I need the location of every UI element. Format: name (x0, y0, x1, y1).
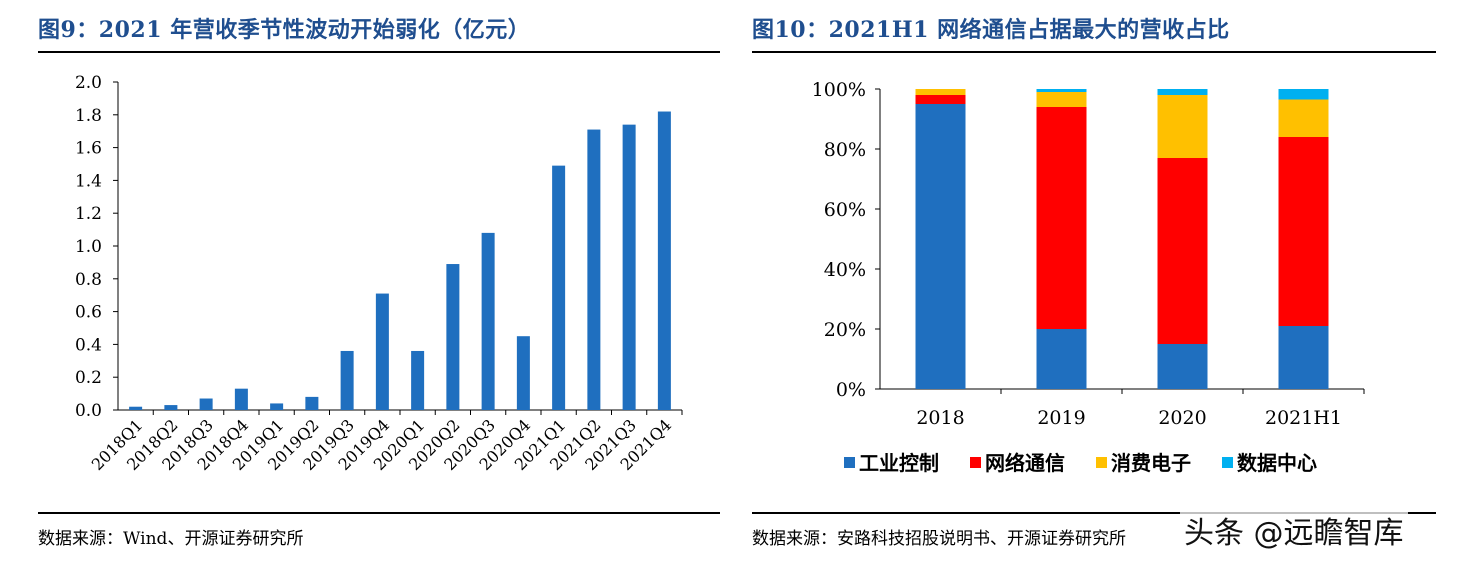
right-source-rule (752, 512, 1436, 514)
bar-2018Q2 (164, 405, 178, 410)
bar-segment-2021H1-工业控制 (1278, 326, 1329, 389)
x-tick-label: 2018 (916, 407, 964, 429)
bar-2021Q1 (552, 165, 566, 410)
bar-2018Q1 (129, 406, 143, 410)
bar-segment-2019-网络通信 (1036, 107, 1087, 329)
bar-2018Q3 (199, 398, 213, 410)
bar-2020Q4 (516, 336, 530, 410)
bar-2020Q1 (411, 350, 425, 410)
bar-segment-2019-数据中心 (1036, 89, 1087, 92)
y-tick-label: 2.0 (75, 73, 102, 93)
bar-segment-2020-工业控制 (1157, 344, 1208, 389)
bar-2019Q3 (340, 350, 354, 410)
left-source-rule (38, 512, 720, 514)
legend-swatch-网络通信 (970, 457, 981, 468)
bar-2021Q3 (622, 124, 636, 410)
right-title-rule (752, 51, 1436, 53)
x-tick-label: 2019 (1037, 407, 1085, 429)
x-tick-label: 2021H1 (1265, 407, 1342, 429)
y-tick-label: 0.6 (75, 303, 102, 323)
legend-label-工业控制: 工业控制 (859, 451, 939, 475)
x-tick-label: 2020 (1158, 407, 1206, 429)
bar-segment-2019-消费电子 (1036, 92, 1087, 107)
quarterly-revenue-bar-chart: 0.00.20.40.60.81.01.21.41.61.82.02018Q12… (75, 73, 683, 474)
bar-segment-2020-网络通信 (1157, 158, 1208, 344)
bar-2019Q2 (305, 396, 319, 410)
y-tick-label: 1.8 (75, 106, 102, 126)
y-tick-label: 80% (824, 139, 866, 161)
legend-swatch-数据中心 (1222, 457, 1233, 468)
left-title-rule (38, 51, 720, 53)
bar-2019Q1 (270, 403, 284, 410)
left-source-note: 数据来源：Wind、开源证券研究所 (38, 529, 304, 549)
legend-label-网络通信: 网络通信 (985, 451, 1065, 475)
bar-segment-2021H1-消费电子 (1278, 99, 1329, 137)
bar-2021Q2 (587, 129, 601, 410)
revenue-share-stacked-chart: 0% 20% 40% 60% 80% 100% 2018 2019 2020 2021H1 工业控制… (812, 79, 1365, 475)
y-tick-label: 0.0 (75, 401, 102, 421)
watermark-text: 头条 @远瞻智库 (1180, 508, 1408, 552)
bar-2019Q4 (375, 293, 389, 410)
right-figure-panel: 图10：2021H1 网络通信占据最大的营收占比 0% 20% 40% 60% 80% 1… (752, 0, 1436, 564)
bar-2020Q3 (481, 232, 495, 410)
bar-segment-2019-工业控制 (1036, 329, 1087, 389)
legend-label-消费电子: 消费电子 (1111, 451, 1191, 475)
legend-swatch-消费电子 (1096, 457, 1107, 468)
y-tick-label: 0.2 (75, 368, 102, 388)
y-tick-label: 1.6 (75, 139, 102, 159)
y-tick-label: 1.4 (75, 171, 102, 191)
left-figure-title: 图9：2021 年营收季节性波动开始弱化（亿元） (38, 17, 531, 43)
bar-segment-2021H1-数据中心 (1278, 89, 1329, 100)
y-tick-label: 0.8 (75, 270, 102, 290)
y-tick-label: 0% (836, 379, 866, 401)
bar-segment-2018-工业控制 (915, 104, 966, 389)
y-tick-label: 60% (824, 199, 866, 221)
bar-segment-2021H1-网络通信 (1278, 137, 1329, 326)
right-figure-title: 图10：2021H1 网络通信占据最大的营收占比 (752, 17, 1230, 43)
bar-segment-2018-网络通信 (915, 95, 966, 104)
y-tick-label: 1.2 (75, 204, 102, 224)
y-tick-label: 20% (824, 319, 866, 341)
bar-2020Q2 (446, 264, 460, 410)
y-tick-label: 100% (812, 79, 866, 101)
legend-label-数据中心: 数据中心 (1237, 451, 1317, 475)
legend-swatch-工业控制 (844, 457, 855, 468)
bar-2021Q4 (657, 111, 671, 410)
bar-segment-2020-消费电子 (1157, 95, 1208, 158)
bar-segment-2020-数据中心 (1157, 89, 1208, 95)
bar-segment-2018-消费电子 (915, 89, 966, 95)
y-tick-label: 40% (824, 259, 866, 281)
left-figure-panel: 图9：2021 年营收季节性波动开始弱化（亿元） 0.0 0.2 0.4 0.6 0.8… (38, 0, 720, 564)
bar-2018Q4 (234, 388, 248, 410)
y-tick-label: 1.0 (75, 237, 102, 257)
y-tick-label: 0.4 (75, 335, 102, 355)
right-source-note: 数据来源：安路科技招股说明书、开源证券研究所 (752, 529, 1126, 549)
